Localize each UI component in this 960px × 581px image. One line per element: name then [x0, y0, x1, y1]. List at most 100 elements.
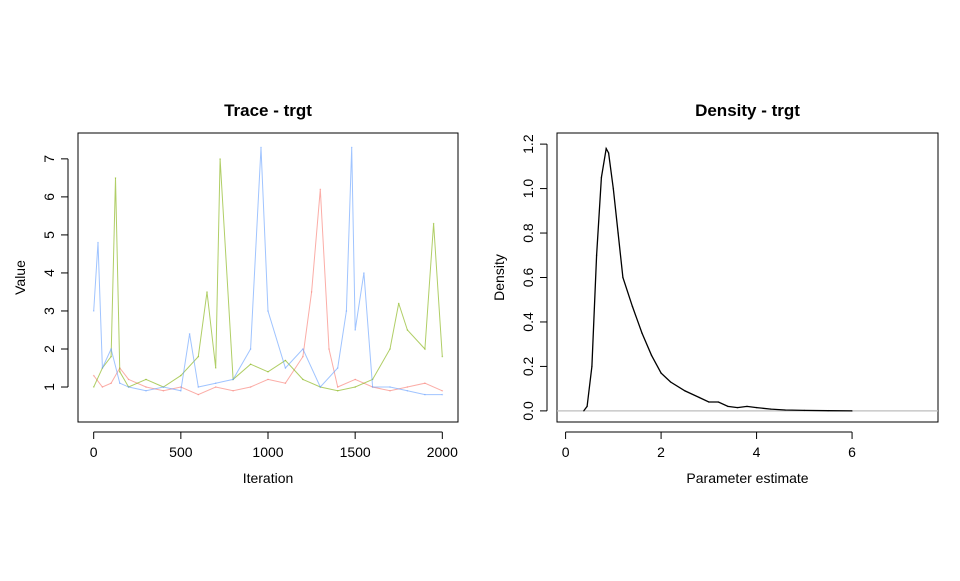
trace-series-1-point — [101, 386, 104, 388]
density-series-1-point — [582, 410, 585, 412]
trace-series-1-point — [92, 374, 95, 377]
density-y-tick-label: 0.4 — [520, 312, 536, 332]
trace-series-3-point — [363, 272, 365, 274]
trace-series-3-point — [319, 386, 322, 388]
density-series-1-point — [717, 401, 720, 403]
trace-series-1-point — [214, 386, 217, 388]
trace-series-2-point — [397, 302, 400, 305]
trace-x-tick-label: 500 — [169, 444, 193, 460]
density-x-tick-label: 2 — [657, 444, 665, 460]
trace-series-3-point — [389, 386, 391, 388]
density-series-1-point — [595, 254, 598, 257]
density-plot-frame — [556, 132, 939, 423]
trace-series-2-point — [336, 390, 339, 392]
density-x-axis-label: Parameter estimate — [686, 470, 808, 486]
trace-series-3-point — [441, 393, 444, 396]
trace-series-1-line — [93, 189, 443, 396]
trace-series-1-point — [127, 378, 130, 381]
trace-series-3-point — [127, 386, 130, 388]
trace-y-tick-label: 5 — [41, 231, 57, 239]
density-chart-title: Density - trgt — [695, 101, 800, 120]
density-series-1-point — [641, 332, 643, 334]
trace-series-1-point — [197, 393, 200, 396]
trace-series-3-point — [345, 310, 348, 312]
trace-series-3-point — [371, 386, 374, 388]
density-series-1-point — [669, 381, 672, 383]
density-series-1-point — [586, 405, 588, 408]
trace-series-3-point — [188, 333, 191, 335]
trace-series-3-point — [267, 310, 269, 312]
trace-series-2-point — [406, 329, 409, 331]
trace-series-2-line — [93, 158, 443, 392]
trace-series-3-point — [424, 393, 426, 396]
trace-y-tick-label: 7 — [41, 155, 57, 163]
trace-x-tick-label: 0 — [90, 444, 98, 460]
trace-series-3-point — [97, 241, 99, 244]
density-series-1-point — [607, 152, 610, 154]
density-y-tick-label: 0.8 — [520, 223, 536, 243]
trace-series-2-point — [389, 348, 391, 350]
density-y-tick-label: 0.0 — [520, 401, 536, 421]
trace-series-3-point — [92, 310, 95, 312]
density-series-1-point — [612, 187, 615, 190]
trace-series-3-point — [284, 367, 287, 369]
trace-series-1-point — [249, 386, 252, 388]
trace-y-tick-label: 3 — [41, 307, 57, 315]
trace-series-1-point — [424, 382, 426, 385]
trace-series-1-point — [232, 390, 234, 392]
trace-series-1-point — [406, 386, 409, 388]
density-series-1-point — [600, 176, 603, 179]
trace-series-2-point — [354, 386, 357, 388]
trace-series-3-point — [214, 382, 217, 385]
density-series-1-point — [727, 405, 729, 408]
trace-series-2-point — [424, 348, 426, 350]
trace-series-2-point — [267, 371, 269, 373]
trace-x-tick-label: 2000 — [427, 444, 458, 460]
trace-series-3-point — [197, 386, 200, 388]
density-x-tick-label: 6 — [848, 444, 856, 460]
density-series-1-line — [583, 146, 853, 412]
trace-series-3-line — [93, 147, 443, 396]
trace-series-3-point — [354, 329, 357, 331]
density-series-1-point — [698, 396, 701, 399]
trace-series-3-point — [101, 367, 104, 369]
trace-x-tick-label: 1000 — [252, 444, 283, 460]
density-series-1-point — [660, 372, 662, 374]
trace-series-2-point — [249, 363, 252, 366]
trace-series-2-point — [119, 371, 121, 373]
trace-series-2-point — [219, 158, 221, 160]
trace-y-tick-label: 1 — [41, 383, 57, 391]
trace-series-1-point — [319, 188, 322, 191]
trace-chart-title: Trace - trgt — [224, 101, 312, 120]
trace-series-2-point — [284, 359, 287, 362]
trace-series-2-point — [432, 222, 435, 225]
density-y-tick-label: 0.6 — [520, 268, 536, 288]
trace-series-2-point — [92, 386, 95, 388]
trace-series-2-point — [441, 355, 444, 358]
trace-series-1-point — [145, 386, 147, 388]
density-series-1-point — [605, 147, 607, 150]
density-series-1-point — [784, 409, 786, 411]
density-series-1-point — [684, 390, 686, 392]
density-y-axis-label: Density — [491, 254, 507, 301]
trace-x-tick-label: 1500 — [340, 444, 371, 460]
trace-series-1-point — [284, 382, 287, 385]
density-series-1-point — [770, 408, 772, 410]
density-x-tick-label: 0 — [562, 444, 570, 460]
trace-series-3-point — [406, 390, 409, 392]
density-series-1-point — [631, 305, 634, 308]
trace-series-1-point — [354, 378, 357, 381]
density-series-1-point — [591, 365, 593, 368]
density-series-1-point — [622, 276, 624, 279]
trace-series-3-point — [119, 382, 121, 385]
trace-series-2-point — [114, 177, 117, 179]
trace-series-1-point — [110, 382, 112, 385]
trace-series-2-point — [214, 367, 217, 369]
trace-series-2-point — [302, 378, 304, 381]
trace-series-2-point — [110, 355, 112, 358]
trace-series-1-point — [328, 348, 330, 350]
trace-series-3-point — [180, 390, 182, 392]
trace-series-2-point — [206, 291, 208, 293]
